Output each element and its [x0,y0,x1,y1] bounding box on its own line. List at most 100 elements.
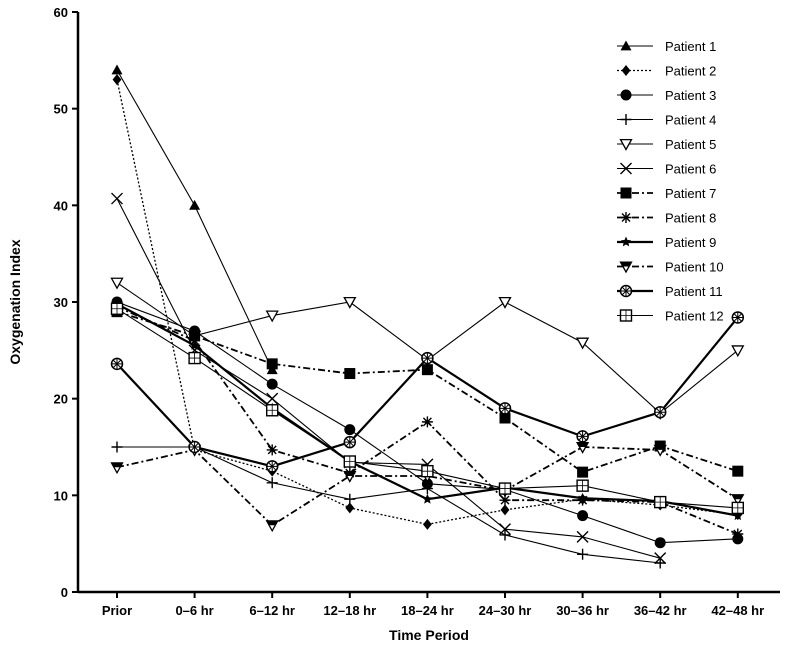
patient-2-legend-label: Patient 2 [665,64,716,79]
patient-9-legend-marker [620,236,632,247]
patient-4-point [654,557,666,569]
patient-12-point [421,464,434,478]
x-tick-label: 42–48 hr [711,603,764,618]
patient-1-point [111,64,123,75]
y-tick-label: 60 [54,5,68,20]
patient-1-legend-marker [620,40,632,51]
patient-11-point [498,402,512,415]
patient-12-point [498,482,512,495]
patient-8-point [421,416,433,428]
patient-11-legend-marker [619,284,633,298]
patient-7-line [116,310,739,474]
patient-2-point [112,74,122,86]
patient-4-legend-marker [620,114,632,125]
patient-7-point [577,466,589,478]
x-tick-label: 24–30 hr [479,603,532,618]
patient-9-legend-label: Patient 9 [665,235,716,250]
patient-8-legend-label: Patient 8 [665,211,716,226]
y-axis-label: Oxygenation Index [7,239,23,364]
patient-10-point [265,520,279,533]
patient-2-legend-marker [621,65,631,76]
y-tick-label: 10 [54,488,68,503]
patient-6-legend-label: Patient 6 [665,162,716,177]
patient-7-point [266,358,278,370]
patient-2-line [116,79,738,525]
patient-5-line [116,282,739,414]
patient-11-legend-label: Patient 11 [665,284,723,299]
patient-9-point [189,340,200,350]
x-tick-label: 12–18 hr [323,603,376,618]
patient-3-point [344,424,356,436]
patient-10-legend-marker [619,261,633,274]
x-tick-label: 0–6 hr [175,603,213,618]
patient-9-point [577,492,588,503]
x-tick-label: 18–24 hr [401,603,454,618]
patient-4-legend-label: Patient 4 [665,113,716,128]
patient-6-legend-marker [620,162,632,175]
patient-12-point [188,351,201,365]
patient-11-point [110,357,124,371]
patient-11-point [188,440,201,454]
patient-11-point [731,311,745,324]
patient-8-point [732,528,744,540]
patient-4-point [111,441,123,453]
x-tick-label: 30–36 hr [556,603,609,618]
patient-6-point [499,523,511,536]
patient-12-point [343,455,356,468]
patient-5-point [498,296,512,309]
x-tick-label: 6–12 hr [249,603,295,618]
patient-11-point [421,351,434,365]
patient-10-point [343,470,357,483]
patient-2-point [500,504,510,516]
patient-7-point [499,412,511,424]
patient-1-line [116,69,273,370]
patient-4-point [577,548,589,560]
patient-3-point [577,510,589,522]
patient-4-point [421,483,433,495]
patient-6-point [111,192,123,205]
patient-4-line [117,446,661,564]
patient-5-point [110,277,124,290]
patient-5-point [265,310,279,323]
patient-5-point [343,296,357,309]
patient-6-point [654,552,667,565]
x-tick-label: Prior [102,603,132,618]
patient-10-line [116,446,739,527]
y-tick-label: 20 [54,392,68,407]
patient-12-point [731,501,744,515]
y-tick-label: 40 [54,198,68,213]
patient-10-legend-label: Patient 10 [665,260,724,275]
patient-12-point [266,404,279,417]
patient-7-point [421,364,433,376]
patient-4-point [344,493,356,505]
patient-2-point [345,502,355,514]
y-tick-label: 50 [54,102,68,117]
y-tick-label: 0 [61,585,68,600]
patient-3-point [654,537,666,549]
patient-7-legend-label: Patient 7 [665,186,716,201]
legend: Patient 1 Patient 2 Patient 3 Patient 4 Pati… [617,39,724,324]
patient-9-point [732,510,743,521]
patient-12-legend-marker [619,309,633,322]
patient-8-legend-marker [620,212,632,223]
patient-10-point [110,462,124,475]
patient-11-point [265,460,279,473]
y-tick-label: 30 [54,295,68,310]
patient-6-point [266,392,279,405]
patient-1-legend-label: Patient 1 [665,39,716,54]
patient-12-point [654,495,667,509]
patient-4-point [266,477,278,489]
patient-7-point [732,465,744,477]
patient-12-legend-label: Patient 12 [665,309,724,324]
patient-7-legend-marker [620,187,632,199]
patient-4-point [499,529,511,541]
patient-10-point [653,444,667,457]
patient-12-point [576,479,589,492]
patient-11-line [116,316,739,468]
patient-10-point [731,494,745,507]
patient-2-point [423,518,432,530]
x-tick-label: 36–42 hr [634,603,687,618]
patient-1-point [189,199,201,210]
